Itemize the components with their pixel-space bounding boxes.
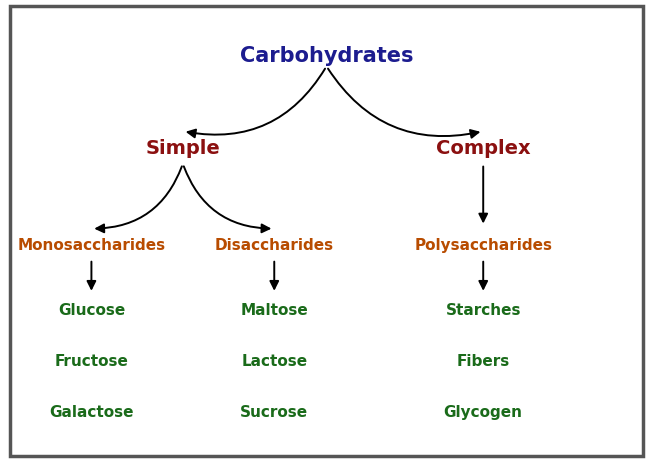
Text: Fructose: Fructose [54, 354, 129, 369]
Text: Lactose: Lactose [241, 354, 308, 369]
Text: Carbohydrates: Carbohydrates [240, 45, 413, 66]
Text: Disaccharides: Disaccharides [215, 238, 334, 253]
Text: Monosaccharides: Monosaccharides [18, 238, 165, 253]
Text: Maltose: Maltose [240, 303, 308, 318]
Text: Polysaccharides: Polysaccharides [414, 238, 552, 253]
Text: Sucrose: Sucrose [240, 405, 308, 419]
Text: Simple: Simple [146, 139, 220, 157]
Text: Galactose: Galactose [49, 405, 134, 419]
Text: Glycogen: Glycogen [444, 405, 522, 419]
Text: Starches: Starches [445, 303, 521, 318]
Text: Complex: Complex [436, 139, 530, 157]
Text: Glucose: Glucose [58, 303, 125, 318]
Text: Fibers: Fibers [456, 354, 510, 369]
